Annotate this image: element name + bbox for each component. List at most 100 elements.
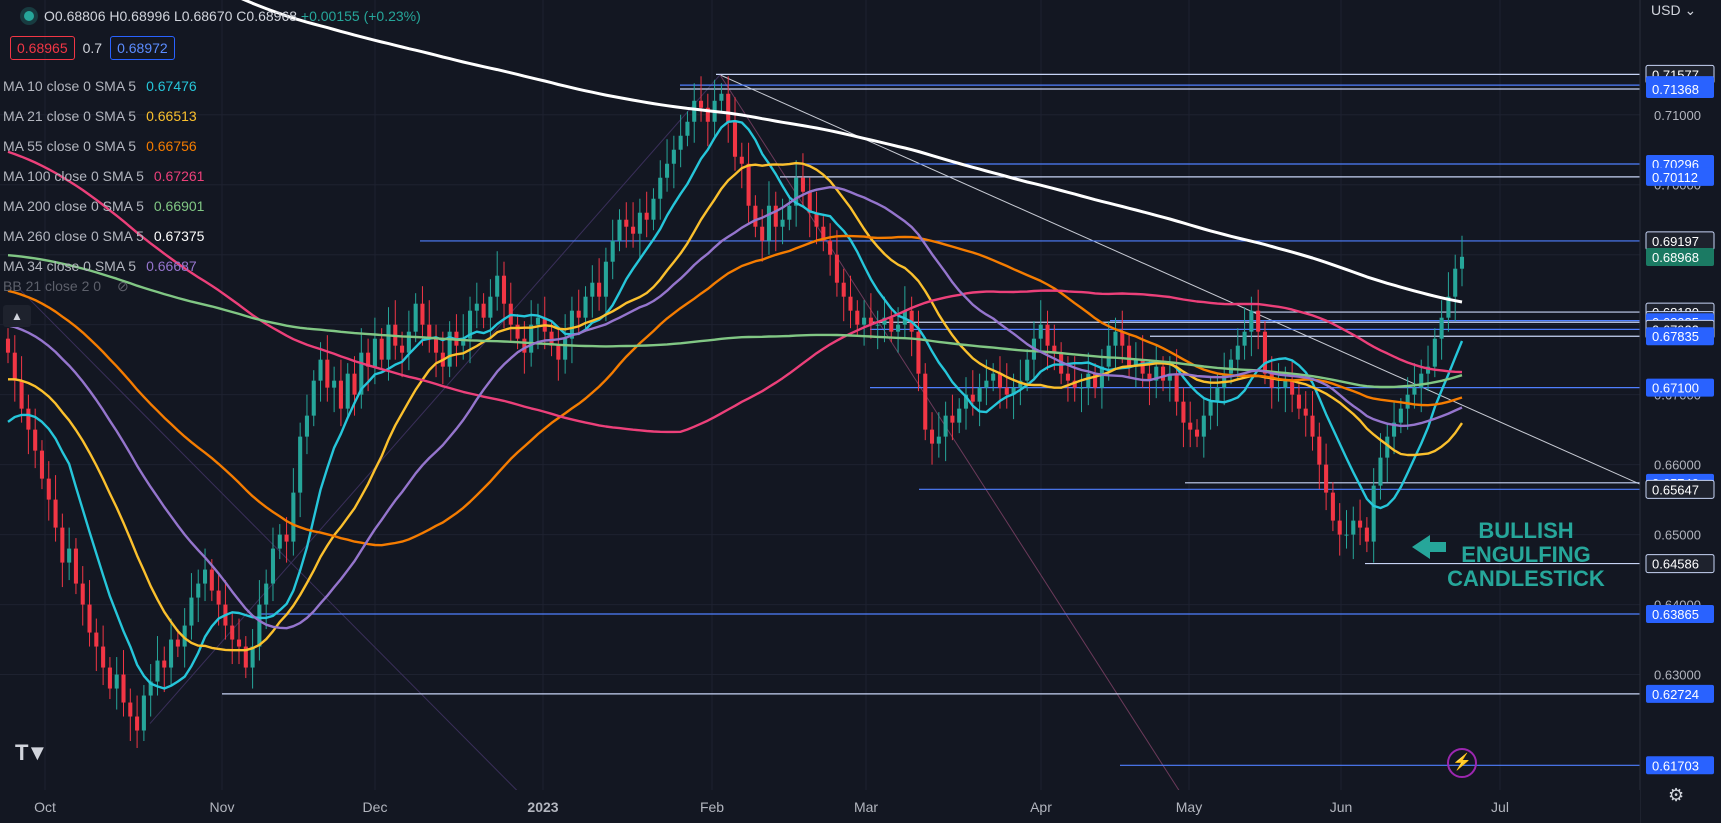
candle-111 xyxy=(760,226,765,241)
candle-190 xyxy=(1296,394,1301,409)
candle-140 xyxy=(957,408,962,423)
annotation-line-0: BULLISH xyxy=(1478,518,1573,543)
candle-167 xyxy=(1140,359,1145,374)
open-value: O0.68806 xyxy=(44,8,106,24)
candle-62 xyxy=(427,324,432,339)
ma-legend-row-3[interactable]: MA 100 close 0 SMA 5 0.67261 xyxy=(3,168,204,184)
ma-legend-row-0[interactable]: MA 10 close 0 SMA 5 0.67476 xyxy=(3,78,197,94)
bid-button[interactable]: 0.68965 xyxy=(10,36,75,60)
trendline-down xyxy=(719,74,1641,485)
candle-197 xyxy=(1344,534,1349,536)
candle-94 xyxy=(644,212,649,220)
price-label-box-12 xyxy=(1646,378,1714,397)
candle-88 xyxy=(603,261,608,297)
candle-31 xyxy=(216,590,221,605)
gear-icon[interactable]: ⚙ xyxy=(1668,785,1685,805)
candle-15 xyxy=(107,667,112,689)
candle-98 xyxy=(671,149,676,164)
candle-55 xyxy=(379,338,384,360)
candle-69 xyxy=(474,303,479,311)
y-tick-6: 0.65000 xyxy=(1654,528,1701,543)
candle-3 xyxy=(26,408,31,430)
candle-182 xyxy=(1242,331,1247,346)
arrow-left-icon xyxy=(1412,535,1446,559)
price-label-6: 0.68968 xyxy=(1652,250,1699,265)
candle-33 xyxy=(230,625,235,640)
candle-65 xyxy=(447,331,452,367)
spread-value: 0.7 xyxy=(82,40,103,56)
candle-120 xyxy=(821,226,826,241)
candle-172 xyxy=(1174,373,1179,402)
price-label-17: 0.62724 xyxy=(1652,687,1699,702)
eye-off-icon[interactable]: ⊘ xyxy=(116,278,129,294)
ma-legend-row-6[interactable]: MA 34 close 0 SMA 5 0.66687 xyxy=(3,258,197,274)
candle-171 xyxy=(1167,373,1172,381)
ma-value: 0.66687 xyxy=(146,258,197,274)
candle-1 xyxy=(12,352,17,381)
candle-200 xyxy=(1364,527,1369,542)
candle-42 xyxy=(291,492,296,542)
level-lines xyxy=(222,73,1640,766)
currency-selector[interactable]: USD ⌄ xyxy=(1651,2,1697,18)
candle-199 xyxy=(1358,520,1363,528)
ma-legend-row-1[interactable]: MA 21 close 0 SMA 5 0.66513 xyxy=(3,108,197,124)
candle-81 xyxy=(556,345,561,360)
candle-89 xyxy=(610,240,615,262)
ma-legend-row-4[interactable]: MA 200 close 0 SMA 5 0.66901 xyxy=(3,198,204,214)
candle-0 xyxy=(5,338,11,353)
candle-77 xyxy=(529,324,534,353)
ma-value: 0.66513 xyxy=(146,108,197,124)
candle-82 xyxy=(563,338,568,360)
candle-2 xyxy=(19,380,24,409)
price-label-box-11 xyxy=(1646,327,1714,346)
candle-160 xyxy=(1093,373,1098,388)
tradingview-logo: T▼ xyxy=(15,740,48,765)
candle-189 xyxy=(1290,380,1295,395)
market-status-icon xyxy=(24,11,34,21)
candle-54 xyxy=(372,338,377,367)
ma-label: MA 55 close 0 SMA 5 xyxy=(3,138,137,154)
candle-9 xyxy=(67,548,72,563)
candle-179 xyxy=(1222,373,1227,388)
price-label-box-17 xyxy=(1646,684,1714,703)
bb-indicator-label[interactable]: BB 21 close 2 0 ⊘ xyxy=(3,278,129,295)
collapse-legend-button[interactable]: ▲ xyxy=(3,305,31,327)
low-value: L0.68670 xyxy=(174,8,233,24)
candle-17 xyxy=(121,674,126,703)
candle-203 xyxy=(1385,436,1390,458)
candle-73 xyxy=(501,275,507,304)
candle-163 xyxy=(1113,331,1118,346)
candle-131 xyxy=(896,324,901,332)
candle-202 xyxy=(1378,457,1383,486)
candle-116 xyxy=(794,177,799,206)
candle-213 xyxy=(1453,268,1458,297)
candle-142 xyxy=(970,394,975,402)
candle-87 xyxy=(597,282,602,297)
candle-16 xyxy=(114,674,119,689)
lightning-icon[interactable]: ⚡ xyxy=(1447,748,1477,778)
candle-102 xyxy=(698,100,704,108)
ask-button[interactable]: 0.68972 xyxy=(110,36,175,60)
candle-106 xyxy=(726,93,731,122)
price-label-15: 0.64586 xyxy=(1652,557,1699,572)
ma-legend-row-5[interactable]: MA 260 close 0 SMA 5 0.67375 xyxy=(3,228,204,244)
candle-107 xyxy=(732,121,738,157)
candle-124 xyxy=(848,296,853,311)
candle-159 xyxy=(1086,373,1091,388)
candle-166 xyxy=(1133,359,1138,367)
candle-186 xyxy=(1269,373,1274,388)
price-label-box-16 xyxy=(1646,605,1714,624)
candle-195 xyxy=(1330,492,1335,521)
candle-161 xyxy=(1099,366,1104,388)
candle-206 xyxy=(1405,394,1410,409)
ma-value: 0.67261 xyxy=(153,168,205,184)
candle-170 xyxy=(1161,366,1166,381)
ma-line-1 xyxy=(8,161,1463,652)
high-value: H0.68996 xyxy=(109,8,171,24)
candle-115 xyxy=(787,205,792,220)
ma-legend-row-2[interactable]: MA 55 close 0 SMA 5 0.66756 xyxy=(3,138,197,154)
candle-10 xyxy=(73,548,78,584)
price-axis: 0.710000.700000.690000.680000.670000.660… xyxy=(1639,0,1721,823)
candle-22 xyxy=(155,660,160,682)
